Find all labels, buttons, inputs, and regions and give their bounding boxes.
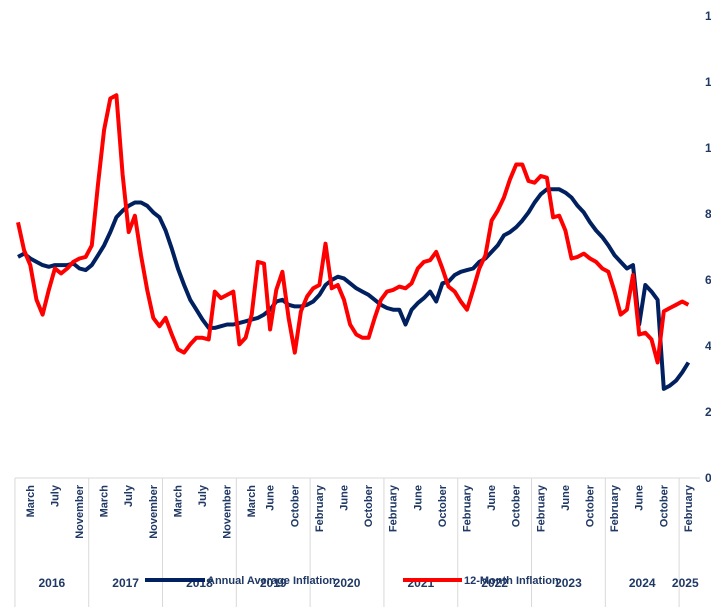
y-tick-label: 1 — [705, 9, 711, 23]
x-tick-label: June — [634, 485, 646, 511]
x-tick-label: July — [49, 484, 61, 507]
year-label: 2022 — [481, 576, 508, 590]
x-tick-label: October — [511, 484, 523, 527]
x-tick-label: March — [25, 485, 37, 518]
x-tick-label: February — [388, 484, 400, 532]
x-tick-label: July — [123, 484, 135, 507]
x-tick-label: October — [584, 484, 596, 527]
year-label: 2019 — [260, 576, 287, 590]
x-tick-label: February — [314, 484, 326, 532]
x-tick-label: June — [412, 485, 424, 511]
y-tick-label: 0 — [705, 471, 711, 485]
x-tick-label: November — [74, 484, 86, 539]
x-tick-label: February — [683, 484, 695, 532]
x-tick-label: February — [609, 484, 621, 532]
x-tick-label: October — [658, 484, 670, 527]
y-tick-label: 6 — [705, 273, 711, 287]
year-label: 2020 — [334, 576, 361, 590]
series-line — [16, 93, 690, 365]
y-tick-label: 2 — [705, 405, 711, 419]
x-tick-label: March — [172, 485, 184, 518]
x-tick-label: November — [222, 484, 234, 539]
year-label: 2025 — [672, 576, 699, 590]
x-tick-label: June — [265, 485, 277, 511]
year-label: 2023 — [555, 576, 582, 590]
y-tick-label: 8 — [705, 207, 711, 221]
x-tick-label: October — [363, 484, 375, 527]
x-tick-label: October — [437, 484, 449, 527]
y-tick-label: 4 — [705, 339, 711, 353]
x-tick-label: June — [338, 485, 350, 511]
x-tick-label: February — [461, 484, 473, 532]
series-line — [17, 187, 691, 391]
x-tick-label: February — [535, 484, 547, 532]
x-tick-label: July — [197, 484, 209, 507]
legend-label: Annual Average Inflation — [207, 575, 336, 587]
year-label: 2016 — [38, 576, 65, 590]
year-label: 2024 — [629, 576, 656, 590]
y-tick-label: 1 — [705, 141, 711, 155]
x-tick-label: November — [148, 484, 160, 539]
x-tick-label: October — [289, 484, 301, 527]
year-label: 2017 — [112, 576, 139, 590]
legend-label: 12-Month Inflation — [464, 575, 559, 587]
x-tick-label: June — [560, 485, 572, 511]
y-tick-label: 1 — [705, 75, 711, 89]
x-tick-label: March — [99, 485, 111, 518]
x-tick-label: March — [246, 485, 258, 518]
x-tick-label: June — [486, 485, 498, 511]
